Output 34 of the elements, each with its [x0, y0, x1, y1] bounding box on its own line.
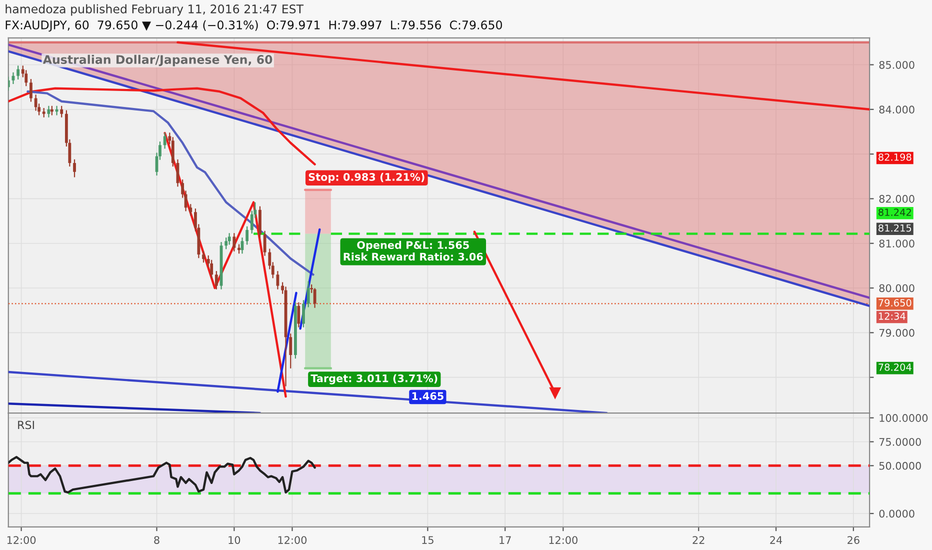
annotation: Stop: 0.983 (1.21%) [308, 172, 424, 183]
x-tick-label: 22 [692, 536, 704, 544]
x-tick-label: 8 [154, 536, 160, 544]
x-tick-label: 15 [422, 536, 434, 544]
x-tick-label: 24 [770, 536, 782, 544]
y-tick-label: 100.0000 [880, 414, 928, 422]
ref-line-label: 79.650 [878, 299, 912, 306]
annotation: 1.465 [412, 392, 444, 400]
annotation: Opened P&L: 1.565 Risk Reward Ratio: 3.06 [344, 240, 483, 261]
x-tick-label: 12:00 [7, 536, 36, 544]
y-tick-label: 80.000 [879, 284, 914, 292]
text: 81.242 [878, 208, 911, 216]
text: RSI [18, 420, 34, 430]
y-tick-label: 81.000 [879, 240, 914, 248]
chart-subtitle: hamedoza published February 11, 2016 21:47 EST [6, 4, 304, 16]
x-tick-label: 17 [500, 536, 511, 544]
chart-title: FX:AUDJPY, 60 79.650 ▼ −0.244 (−0.31%) O:79.971 H:79.997 L:79.556 C:79.650 [6, 20, 502, 32]
y-tick-label: 82.000 [879, 194, 914, 203]
y-tick-label: 79.000 [879, 328, 914, 337]
annotation: Australian Dollar/Japanese Yen, 60 [42, 54, 272, 66]
x-tick-label: 26 [848, 536, 860, 544]
annotation: Target: 3.011 (3.71%) [310, 374, 438, 384]
y-tick-label: 75.0000 [879, 438, 921, 446]
text: 12:34 [878, 312, 906, 320]
text: 81.215 [878, 224, 912, 232]
text: 78.204 [878, 364, 912, 371]
x-tick-label: 10 [228, 536, 240, 544]
x-tick-label: 12:00 [278, 536, 307, 544]
y-tick-label: 50.0000 [879, 462, 921, 470]
y-tick-label: 0.0000 [879, 510, 914, 518]
text: 82.198 [878, 153, 912, 161]
y-tick-label: 85.000 [879, 60, 914, 69]
y-tick-label: 84.000 [879, 106, 914, 114]
x-tick-label: 12:00 [549, 536, 578, 544]
